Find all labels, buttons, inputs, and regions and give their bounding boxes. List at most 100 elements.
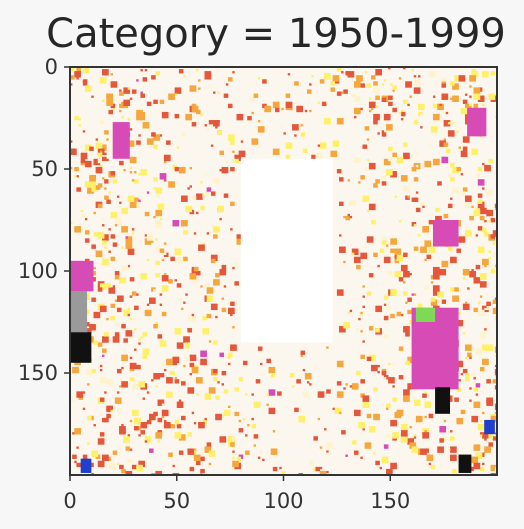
- heatmap-cell: [170, 370, 175, 376]
- heatmap-cell: [119, 426, 126, 433]
- heatmap-cell: [398, 277, 404, 282]
- heatmap-cell: [488, 93, 496, 100]
- heatmap-cell: [469, 466, 474, 472]
- heatmap-cell: [146, 303, 150, 306]
- heatmap-cell: [400, 324, 404, 327]
- heatmap-cell: [403, 142, 408, 147]
- heatmap-cell: [176, 146, 180, 149]
- heatmap-cell: [266, 403, 269, 406]
- heatmap-cell: [490, 464, 497, 472]
- heatmap-cell: [326, 442, 333, 449]
- heatmap-cell: [206, 295, 214, 302]
- heatmap-cell: [99, 364, 103, 368]
- heatmap-cell: [460, 409, 466, 415]
- heatmap-cell: [407, 356, 415, 364]
- heatmap-cell: [456, 319, 464, 327]
- heatmap-cell: [294, 81, 299, 86]
- heatmap-cell: [146, 391, 150, 394]
- heatmap-cell: [432, 273, 440, 280]
- heatmap-cell: [450, 430, 453, 433]
- heatmap-cell: [99, 397, 105, 402]
- heatmap-cell: [104, 195, 109, 200]
- heatmap-cell: [102, 156, 107, 162]
- heatmap-cell: [407, 309, 412, 315]
- heatmap-cell: [432, 113, 440, 121]
- heatmap-cell: [450, 81, 455, 86]
- heatmap-cell: [424, 285, 429, 290]
- heatmap-cell: [366, 138, 370, 141]
- heatmap-cell: [450, 436, 455, 441]
- x-tick-label: 100: [263, 489, 303, 513]
- heatmap-cell: [123, 338, 128, 343]
- heatmap-cell: [358, 317, 361, 321]
- heatmap-cell: [108, 109, 113, 115]
- heatmap-cell: [161, 275, 169, 282]
- heatmap-cell: [492, 436, 497, 441]
- heatmap-cell: [400, 436, 408, 443]
- heatmap-cell: [131, 409, 139, 417]
- heatmap-cell: [134, 426, 139, 431]
- heatmap-cell: [131, 228, 135, 231]
- heatmap-cell: [447, 173, 453, 178]
- heatmap-cell: [381, 456, 389, 464]
- heatmap-cell: [456, 171, 459, 174]
- heatmap-cell: [163, 156, 169, 162]
- heatmap-cell: [232, 450, 235, 453]
- heatmap-cell: [486, 344, 494, 351]
- heatmap-cell: [230, 201, 235, 207]
- heatmap-cell: [97, 152, 103, 158]
- heatmap-cell: [343, 260, 346, 264]
- heatmap-cell: [460, 191, 466, 196]
- heatmap-cell: [176, 342, 184, 349]
- heatmap-cell: [176, 283, 182, 288]
- heatmap-cell: [82, 407, 86, 411]
- heatmap-cell: [375, 179, 380, 184]
- heatmap-cell: [490, 415, 497, 423]
- heatmap-cell: [95, 166, 103, 174]
- heatmap-cell: [364, 166, 370, 172]
- heatmap-cell: [490, 217, 496, 223]
- heatmap-cell: [215, 273, 220, 278]
- heatmap-cell: [296, 379, 301, 384]
- heatmap-cell: [102, 348, 107, 353]
- heatmap-cell: [114, 217, 122, 225]
- heatmap-cell: [326, 444, 329, 447]
- heatmap-cell: [204, 124, 207, 127]
- heatmap-cell: [151, 75, 156, 80]
- heatmap-cell: [403, 389, 410, 396]
- heatmap-cell: [430, 281, 434, 284]
- heatmap-cell: [89, 324, 96, 331]
- heatmap-cell: [70, 397, 75, 402]
- heatmap-cell: [219, 268, 227, 276]
- heatmap-cell: [121, 246, 124, 249]
- heatmap-cell: [464, 377, 470, 382]
- heatmap-cell: [473, 103, 479, 109]
- heatmap-cell: [195, 69, 199, 72]
- heatmap-cell: [260, 450, 263, 453]
- heatmap-cell: [251, 111, 254, 115]
- heatmap-cell: [93, 340, 99, 345]
- heatmap-cell: [324, 73, 331, 80]
- heatmap-cell: [360, 107, 363, 111]
- heatmap-cell: [443, 438, 447, 441]
- heatmap-cell: [281, 107, 284, 111]
- heatmap-cell: [484, 232, 489, 237]
- heatmap-cell: [292, 124, 299, 131]
- heatmap-cell: [381, 370, 387, 376]
- heatmap-cell: [234, 387, 239, 392]
- heatmap-cell: [80, 213, 86, 219]
- heatmap-cell: [134, 197, 139, 202]
- heatmap-cell: [91, 185, 99, 192]
- heatmap-cell: [227, 436, 233, 441]
- heatmap-cell: [392, 385, 395, 388]
- heatmap-cell: [204, 283, 210, 288]
- heatmap-cell: [84, 217, 88, 221]
- heatmap-cell: [232, 326, 235, 329]
- heatmap-cell: [368, 162, 376, 170]
- heatmap-cell: [200, 285, 203, 288]
- heatmap-cell: [362, 401, 370, 408]
- heatmap-cell: [428, 144, 432, 147]
- heatmap-cell: [104, 187, 107, 190]
- heatmap-cell: [336, 289, 344, 296]
- heatmap-cell: [304, 109, 308, 113]
